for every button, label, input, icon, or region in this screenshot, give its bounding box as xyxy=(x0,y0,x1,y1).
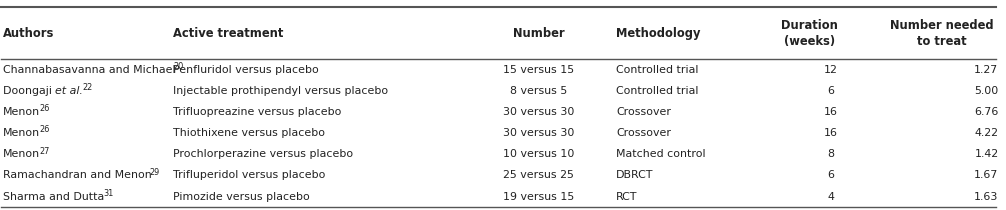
Text: Crossover: Crossover xyxy=(616,107,671,117)
Text: Trifluopreazine versus placebo: Trifluopreazine versus placebo xyxy=(173,107,341,117)
Text: Crossover: Crossover xyxy=(616,128,671,138)
Text: Doongaji: Doongaji xyxy=(3,86,55,96)
Text: Pimozide versus placebo: Pimozide versus placebo xyxy=(173,192,310,202)
Text: 25 versus 25: 25 versus 25 xyxy=(503,171,573,180)
Text: 6: 6 xyxy=(828,86,835,96)
Text: 19 versus 15: 19 versus 15 xyxy=(503,192,574,202)
Text: 15 versus 15: 15 versus 15 xyxy=(503,65,574,75)
Text: Menon: Menon xyxy=(3,149,40,159)
Text: Matched control: Matched control xyxy=(616,149,705,159)
Text: 30 versus 30: 30 versus 30 xyxy=(503,128,574,138)
Text: 16: 16 xyxy=(824,128,838,138)
Text: Number: Number xyxy=(512,26,564,39)
Text: 27: 27 xyxy=(39,147,49,156)
Text: Methodology: Methodology xyxy=(616,26,700,39)
Text: 8 versus 5: 8 versus 5 xyxy=(510,86,567,96)
Text: Channabasavanna and Michael: Channabasavanna and Michael xyxy=(3,65,175,75)
Text: 1.27: 1.27 xyxy=(974,65,999,75)
Text: Thiothixene versus placebo: Thiothixene versus placebo xyxy=(173,128,325,138)
Text: RCT: RCT xyxy=(616,192,638,202)
Text: 30 versus 30: 30 versus 30 xyxy=(503,107,574,117)
Text: Ramachandran and Menon: Ramachandran and Menon xyxy=(3,171,152,180)
Text: 1.63: 1.63 xyxy=(974,192,999,202)
Text: Controlled trial: Controlled trial xyxy=(616,86,698,96)
Text: Duration
(weeks): Duration (weeks) xyxy=(781,18,838,47)
Text: Active treatment: Active treatment xyxy=(173,26,284,39)
Text: 6: 6 xyxy=(828,171,835,180)
Text: 6.76: 6.76 xyxy=(974,107,999,117)
Text: 8: 8 xyxy=(828,149,835,159)
Text: Number needed
to treat: Number needed to treat xyxy=(889,18,993,47)
Text: DBRCT: DBRCT xyxy=(616,171,654,180)
Text: 26: 26 xyxy=(39,104,50,113)
Text: 29: 29 xyxy=(150,168,160,177)
Text: Trifluperidol versus placebo: Trifluperidol versus placebo xyxy=(173,171,325,180)
Text: 4: 4 xyxy=(828,192,835,202)
Text: Injectable prothipendyl versus placebo: Injectable prothipendyl versus placebo xyxy=(173,86,388,96)
Text: 1.42: 1.42 xyxy=(975,149,999,159)
Text: 12: 12 xyxy=(824,65,838,75)
Text: Sharma and Dutta: Sharma and Dutta xyxy=(3,192,104,202)
Text: 22: 22 xyxy=(82,83,93,92)
Text: 4.22: 4.22 xyxy=(975,128,998,138)
Text: 26: 26 xyxy=(39,126,50,134)
Text: Prochlorperazine versus placebo: Prochlorperazine versus placebo xyxy=(173,149,353,159)
Text: 5.00: 5.00 xyxy=(974,86,999,96)
Text: 20: 20 xyxy=(174,62,184,71)
Text: Menon: Menon xyxy=(3,128,40,138)
Text: Authors: Authors xyxy=(3,26,54,39)
Text: Menon: Menon xyxy=(3,107,40,117)
Text: 31: 31 xyxy=(103,189,114,198)
Text: 16: 16 xyxy=(824,107,838,117)
Text: 10 versus 10: 10 versus 10 xyxy=(503,149,574,159)
Text: Controlled trial: Controlled trial xyxy=(616,65,698,75)
Text: 1.67: 1.67 xyxy=(974,171,999,180)
Text: Penfluridol versus placebo: Penfluridol versus placebo xyxy=(173,65,319,75)
Text: et al.: et al. xyxy=(54,86,82,96)
